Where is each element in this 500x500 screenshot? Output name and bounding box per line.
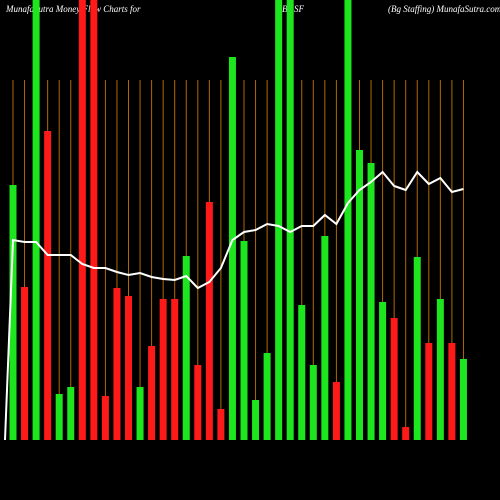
bar [67,387,75,440]
bar [367,163,375,440]
bar [459,359,467,440]
bar [148,346,156,440]
bar [217,409,225,440]
bar [101,396,109,440]
bar [55,394,63,440]
bar [332,382,340,440]
bar [402,427,410,440]
bar [182,256,190,440]
bar [228,57,236,440]
bar [136,387,144,440]
bar [436,299,444,440]
bar [21,287,29,440]
bar [78,0,86,440]
chart-subtitle: (Bg Staffing) MunafaSutra.com [388,4,500,14]
money-flow-line [4,170,464,441]
bar [263,353,271,440]
bar [275,0,283,440]
bar [321,236,329,440]
bar [32,0,40,440]
bar [448,343,456,440]
bar [344,0,352,440]
bar [379,302,387,440]
bar [413,257,421,440]
bar [44,131,52,440]
bar [240,241,248,440]
bar [390,318,398,440]
bar [298,305,306,440]
bar [90,0,98,440]
bar [171,299,179,440]
bar [159,299,167,440]
bar [309,365,317,440]
bar [125,296,132,440]
bar [252,400,260,440]
bar [9,185,17,440]
bar [425,343,433,440]
bar [286,0,294,440]
bar [194,365,202,440]
bar [113,288,121,440]
chart-title: MunafaSutra Money Flow Charts for [5,4,141,14]
bar [205,202,213,440]
bar [356,150,363,440]
